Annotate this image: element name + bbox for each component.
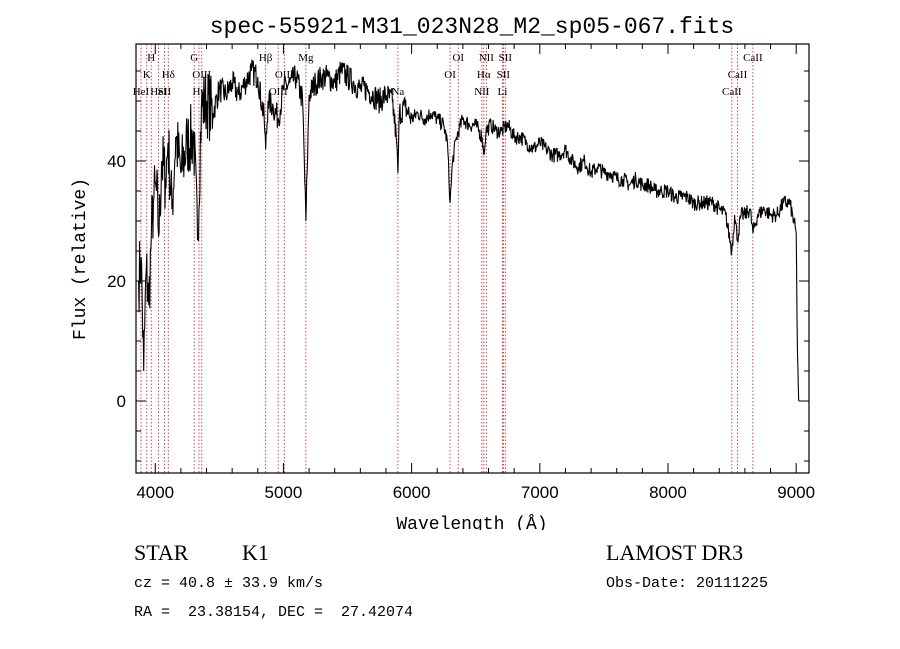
y-axis: 0 20 40: [107, 70, 809, 462]
line-label-oi: OI: [444, 69, 456, 81]
survey-label: LAMOST DR3: [606, 540, 744, 565]
line-label-hβ: Hβ: [259, 52, 273, 64]
line-label-sii: SII: [497, 69, 511, 81]
y-tick-label: 40: [107, 152, 126, 171]
x-tick-label: 6000: [393, 483, 431, 502]
line-label-sii: SII: [158, 86, 172, 98]
line-label-mg: Mg: [298, 52, 314, 64]
line-label-hδ: Hδ: [162, 69, 175, 81]
y-tick-label: 0: [117, 392, 126, 411]
line-label-oi: OI: [452, 52, 464, 64]
spectral-line-markers: [140, 44, 754, 473]
line-label-caii: CaII: [728, 69, 748, 81]
x-axis: 4000 5000 6000 7000 8000 9000: [136, 44, 815, 502]
line-label-sii: SII: [499, 52, 513, 64]
line-label-h: H: [147, 52, 155, 64]
chart-title: spec-55921-M31_023N28_M2_sp05-067.fits: [210, 14, 735, 40]
line-label-nii: NII: [479, 52, 495, 64]
line-label-caii: CaII: [722, 86, 742, 98]
observation-date: Obs-Date: 20111225: [606, 575, 769, 592]
object-subclass: K1: [242, 540, 269, 565]
line-label-hei: HeI: [150, 86, 167, 98]
line-label-hα: Hα: [477, 69, 491, 81]
x-axis-label: Wavelength (Å): [396, 514, 547, 530]
line-label-li: Li: [497, 86, 507, 98]
x-tick-label: 4000: [136, 483, 174, 502]
line-label-g: G: [190, 52, 198, 64]
y-tick-label: 20: [107, 272, 126, 291]
plot-frame: [135, 43, 810, 474]
line-label-k: K: [143, 69, 151, 81]
y-axis-label: Flux (relative): [71, 178, 91, 340]
line-label-nii: NII: [474, 86, 490, 98]
line-label-na: Na: [391, 86, 404, 98]
x-tick-label: 9000: [777, 483, 815, 502]
ra-dec: RA = 23.38154, DEC = 27.42074: [134, 604, 414, 621]
redshift-velocity: cz = 40.8 ± 33.9 km/s: [134, 575, 324, 592]
x-tick-label: 8000: [649, 483, 687, 502]
line-label-hei: HeI: [133, 86, 150, 98]
line-label-oiii: OIII: [192, 69, 211, 81]
x-tick-label: 7000: [521, 483, 559, 502]
spectrum-chart: spec-55921-M31_023N28_M2_sp05-067.fits K…: [71, 14, 815, 530]
object-class: STAR: [134, 540, 189, 565]
spectrum-line: [138, 59, 800, 402]
line-label-caii: CaII: [743, 52, 763, 64]
line-label-oiii: OIII: [269, 86, 288, 98]
x-tick-label: 5000: [265, 483, 303, 502]
